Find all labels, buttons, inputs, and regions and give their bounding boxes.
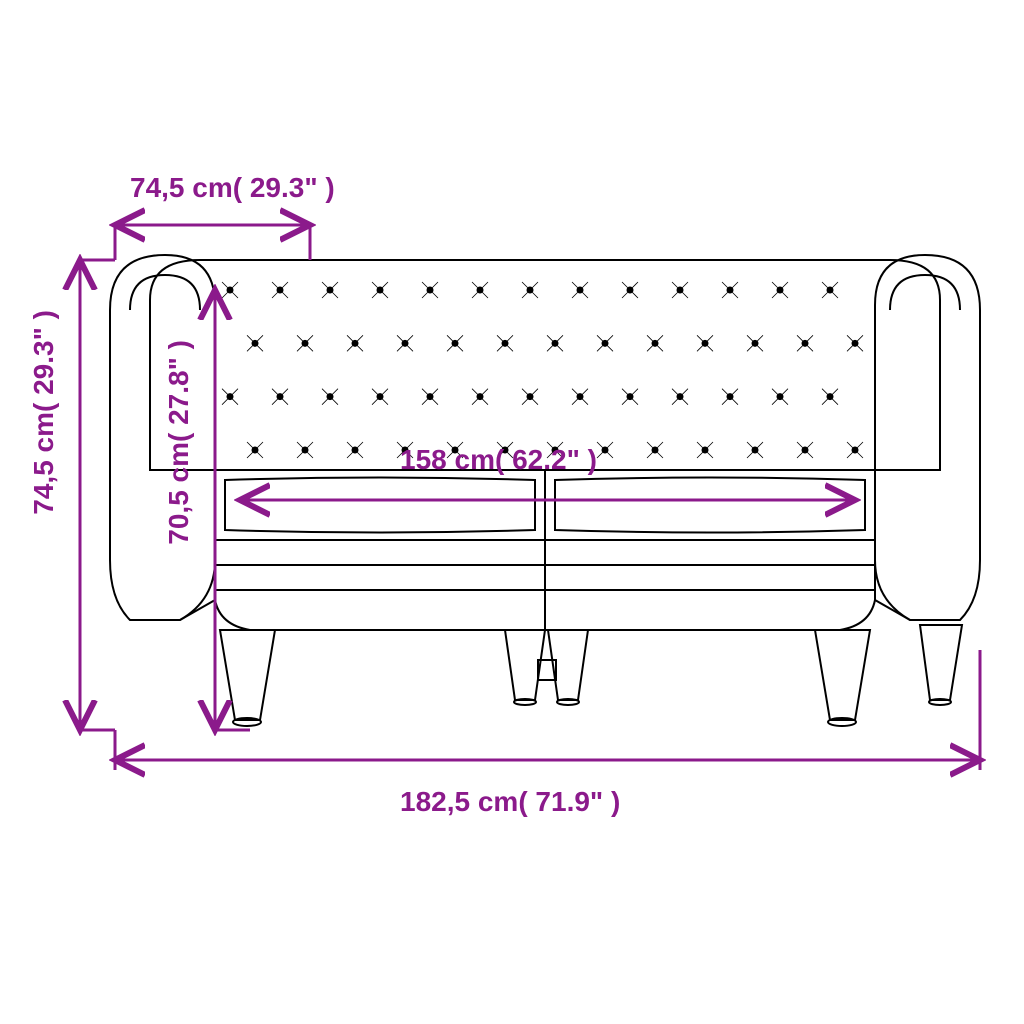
dim-seat-height: 70,5 cm( 27.8" ) — [163, 340, 195, 545]
dim-width: 182,5 cm( 71.9" ) — [400, 786, 620, 818]
dim-seat-width: 158 cm( 62.2" ) — [400, 444, 597, 476]
dim-depth: 74,5 cm( 29.3" ) — [130, 172, 335, 204]
sofa-drawing — [110, 255, 980, 726]
dim-height: 74,5 cm( 29.3" ) — [28, 310, 60, 515]
sofa-legs — [220, 625, 962, 726]
dimension-lines — [80, 225, 980, 770]
diagram-canvas — [0, 0, 1024, 1024]
tufting-buttons — [222, 282, 863, 458]
